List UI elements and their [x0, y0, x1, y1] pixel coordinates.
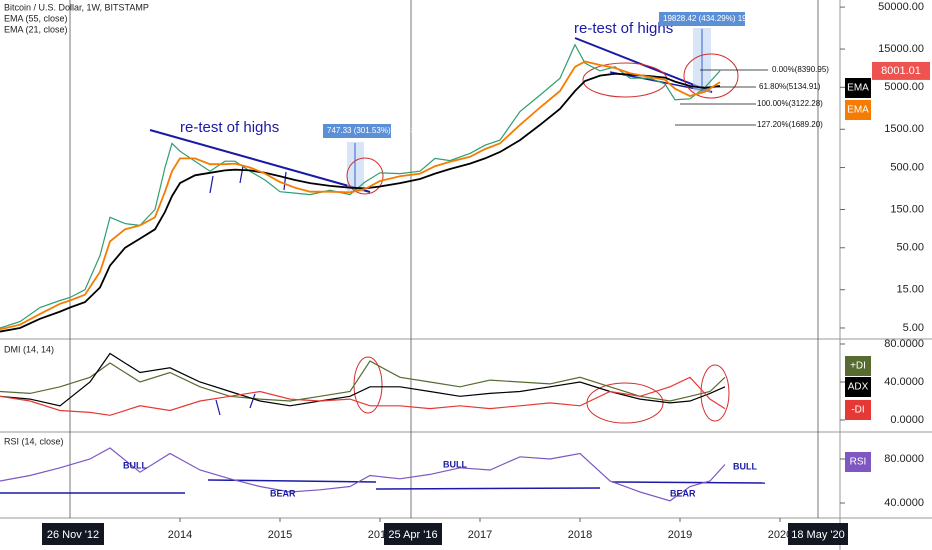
- x-tick-label: 2018: [568, 529, 592, 541]
- measure-box: [659, 12, 745, 26]
- series-tag-box: [845, 356, 871, 376]
- y-tick-label: 0.0000: [890, 414, 924, 426]
- legend-entry: EMA (21, close): [4, 24, 68, 34]
- y-tick-label: 15000.00: [878, 43, 924, 55]
- y-tick-label: 5.00: [903, 322, 924, 334]
- crosshair-lines: [69, 0, 819, 518]
- x-tick-label: 2014: [168, 529, 192, 541]
- annotation: BULL: [733, 461, 757, 471]
- y-tick-label: 15.00: [896, 284, 924, 296]
- series-line: [0, 352, 726, 407]
- last-price-box: [872, 61, 930, 80]
- crosshair-label: 18 May '20: [791, 529, 844, 541]
- annotation: BULL: [123, 460, 147, 470]
- annotation: 747.33 (301.53%) 74733: [327, 126, 416, 135]
- y-tick-label: 1500.00: [884, 123, 924, 135]
- x-tick-label: 2015: [268, 529, 292, 541]
- series-tag: EMA: [847, 83, 869, 94]
- series-tag-box: [845, 100, 871, 120]
- chart-title: Bitcoin / U.S. Dollar, 1W, BITSTAMP: [4, 2, 149, 12]
- series-line: [0, 60, 721, 331]
- measure-box: [323, 124, 391, 138]
- legend-entry: EMA (55, close): [4, 13, 68, 23]
- series-tag: +DI: [850, 361, 866, 372]
- x-tick-label: 2016: [368, 529, 392, 541]
- series-line: [0, 72, 721, 333]
- y-tick-label: 40.0000: [884, 497, 924, 509]
- annotation: re-test of highs: [180, 119, 279, 136]
- y-tick-label: 5000.00: [884, 81, 924, 93]
- annotation: 100.00%(3122.28): [757, 99, 823, 108]
- series-tag: -DI: [851, 405, 864, 416]
- pane-title: DMI (14, 14): [4, 344, 54, 354]
- y-tick-label: 80.0000: [884, 453, 924, 465]
- y-tick-label: 40.0000: [884, 376, 924, 388]
- y-tick-label: 150.00: [890, 203, 924, 215]
- annotation: 61.80%(5134.91): [759, 82, 821, 91]
- pane-title: RSI (14, close): [4, 436, 64, 446]
- annotation: 127.20%(1689.20): [757, 120, 823, 129]
- annotation: 0.00%(8390.95): [772, 65, 829, 74]
- annotation: 19828.42 (434.29%) 1982842: [663, 14, 769, 23]
- annotation: BULL: [443, 459, 467, 469]
- x-tick-label: 2017: [468, 529, 492, 541]
- crosshair-label: 25 Apr '16: [388, 529, 437, 541]
- series-tag: ADX: [848, 382, 869, 393]
- x-tick-label: 2019: [668, 529, 692, 541]
- last-price-label: 8001.01: [881, 65, 921, 77]
- series-tag-box: [845, 452, 871, 472]
- crosshair-label-boxes: [42, 523, 848, 545]
- annotation: BEAR: [270, 488, 296, 498]
- y-tick-label: 50.00: [896, 242, 924, 254]
- series-tag-box: [845, 400, 871, 420]
- series-tag-box: [845, 377, 871, 397]
- series-tag: EMA: [847, 105, 869, 116]
- series-tag-box: [845, 78, 871, 98]
- x-tick-label: 2020: [768, 529, 792, 541]
- annotation: re-test of highs: [574, 20, 673, 37]
- crosshair-label: 26 Nov '12: [47, 529, 99, 541]
- annotation: BEAR: [670, 488, 696, 498]
- y-tick-label: 500.00: [890, 161, 924, 173]
- y-tick-label: 50000.00: [878, 1, 924, 13]
- series-tag: RSI: [850, 457, 867, 468]
- series-line: [0, 376, 726, 416]
- series-line: [0, 360, 726, 402]
- y-tick-label: 80.0000: [884, 338, 924, 350]
- series-line: [0, 447, 726, 502]
